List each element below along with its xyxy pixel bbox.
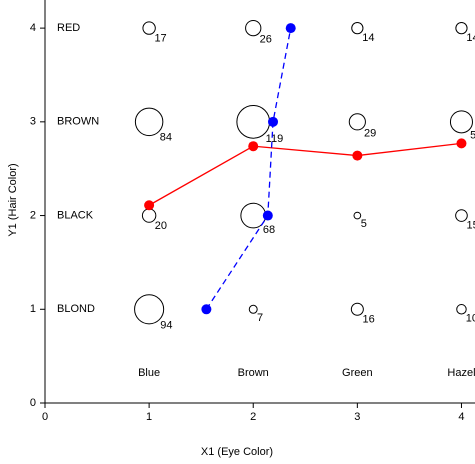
x-tick-label: 1 — [146, 411, 152, 423]
bubble-label: 68 — [263, 224, 275, 236]
bubble — [350, 302, 364, 316]
x-tick-label: 2 — [250, 411, 256, 423]
y-tick-label: 0 — [30, 397, 36, 409]
line — [205, 27, 292, 310]
bubble-label: 10 — [466, 313, 475, 325]
y-tick-label: 4 — [30, 22, 36, 34]
bubble — [351, 22, 364, 35]
point — [352, 150, 363, 161]
bubble-label: 54 — [470, 129, 475, 141]
bubble-label: 94 — [160, 319, 172, 331]
bubble-label: 26 — [260, 33, 272, 45]
x-axis-label: X1 (Eye Color) — [201, 446, 273, 458]
y-tick-label: 3 — [30, 116, 36, 128]
bubble-label: 20 — [155, 220, 167, 232]
hair-label: BLACK — [57, 209, 94, 221]
eye-label: Brown — [238, 367, 269, 379]
bubble — [455, 22, 468, 35]
bubble-label: 17 — [154, 32, 166, 44]
bubble — [245, 19, 262, 37]
line — [148, 142, 462, 206]
bubble-label: 5 — [361, 218, 367, 230]
bubble-label: 84 — [160, 131, 172, 143]
point — [268, 116, 279, 127]
point — [285, 23, 296, 34]
eye-label: Hazel — [447, 367, 475, 379]
bubble — [353, 211, 362, 220]
bubble — [142, 21, 156, 35]
y-tick-label: 1 — [30, 303, 36, 315]
bubble — [134, 294, 165, 325]
bubble — [455, 209, 468, 222]
bubble — [348, 113, 366, 131]
point — [201, 304, 212, 315]
point — [144, 200, 155, 211]
x-tick-label: 4 — [458, 411, 464, 423]
bubble — [141, 208, 157, 223]
bubble-label: 29 — [364, 127, 376, 139]
bubble-label: 14 — [466, 32, 475, 44]
eye-label: Green — [342, 367, 373, 379]
point — [456, 138, 467, 149]
eye-label: Blue — [138, 367, 160, 379]
y-tick-label: 2 — [30, 209, 36, 221]
bubble-label: 16 — [363, 313, 375, 325]
x-tick-label: 0 — [42, 411, 48, 423]
bubble-label: 15 — [467, 220, 475, 232]
bubble-label: 7 — [257, 312, 263, 324]
bubble — [449, 110, 473, 134]
hair-label: RED — [57, 22, 80, 34]
x-tick-label: 3 — [354, 411, 360, 423]
y-axis-label: Y1 (Hair Color) — [7, 163, 19, 236]
bubble — [236, 104, 271, 139]
hair-label: BROWN — [57, 116, 99, 128]
point — [248, 141, 259, 152]
bubble-label: 14 — [362, 32, 374, 44]
hair-label: BLOND — [57, 303, 95, 315]
bubble — [456, 304, 467, 315]
bubble — [248, 304, 258, 314]
point — [262, 210, 273, 221]
bubble — [134, 107, 164, 137]
bubble-label: 119 — [266, 133, 284, 145]
